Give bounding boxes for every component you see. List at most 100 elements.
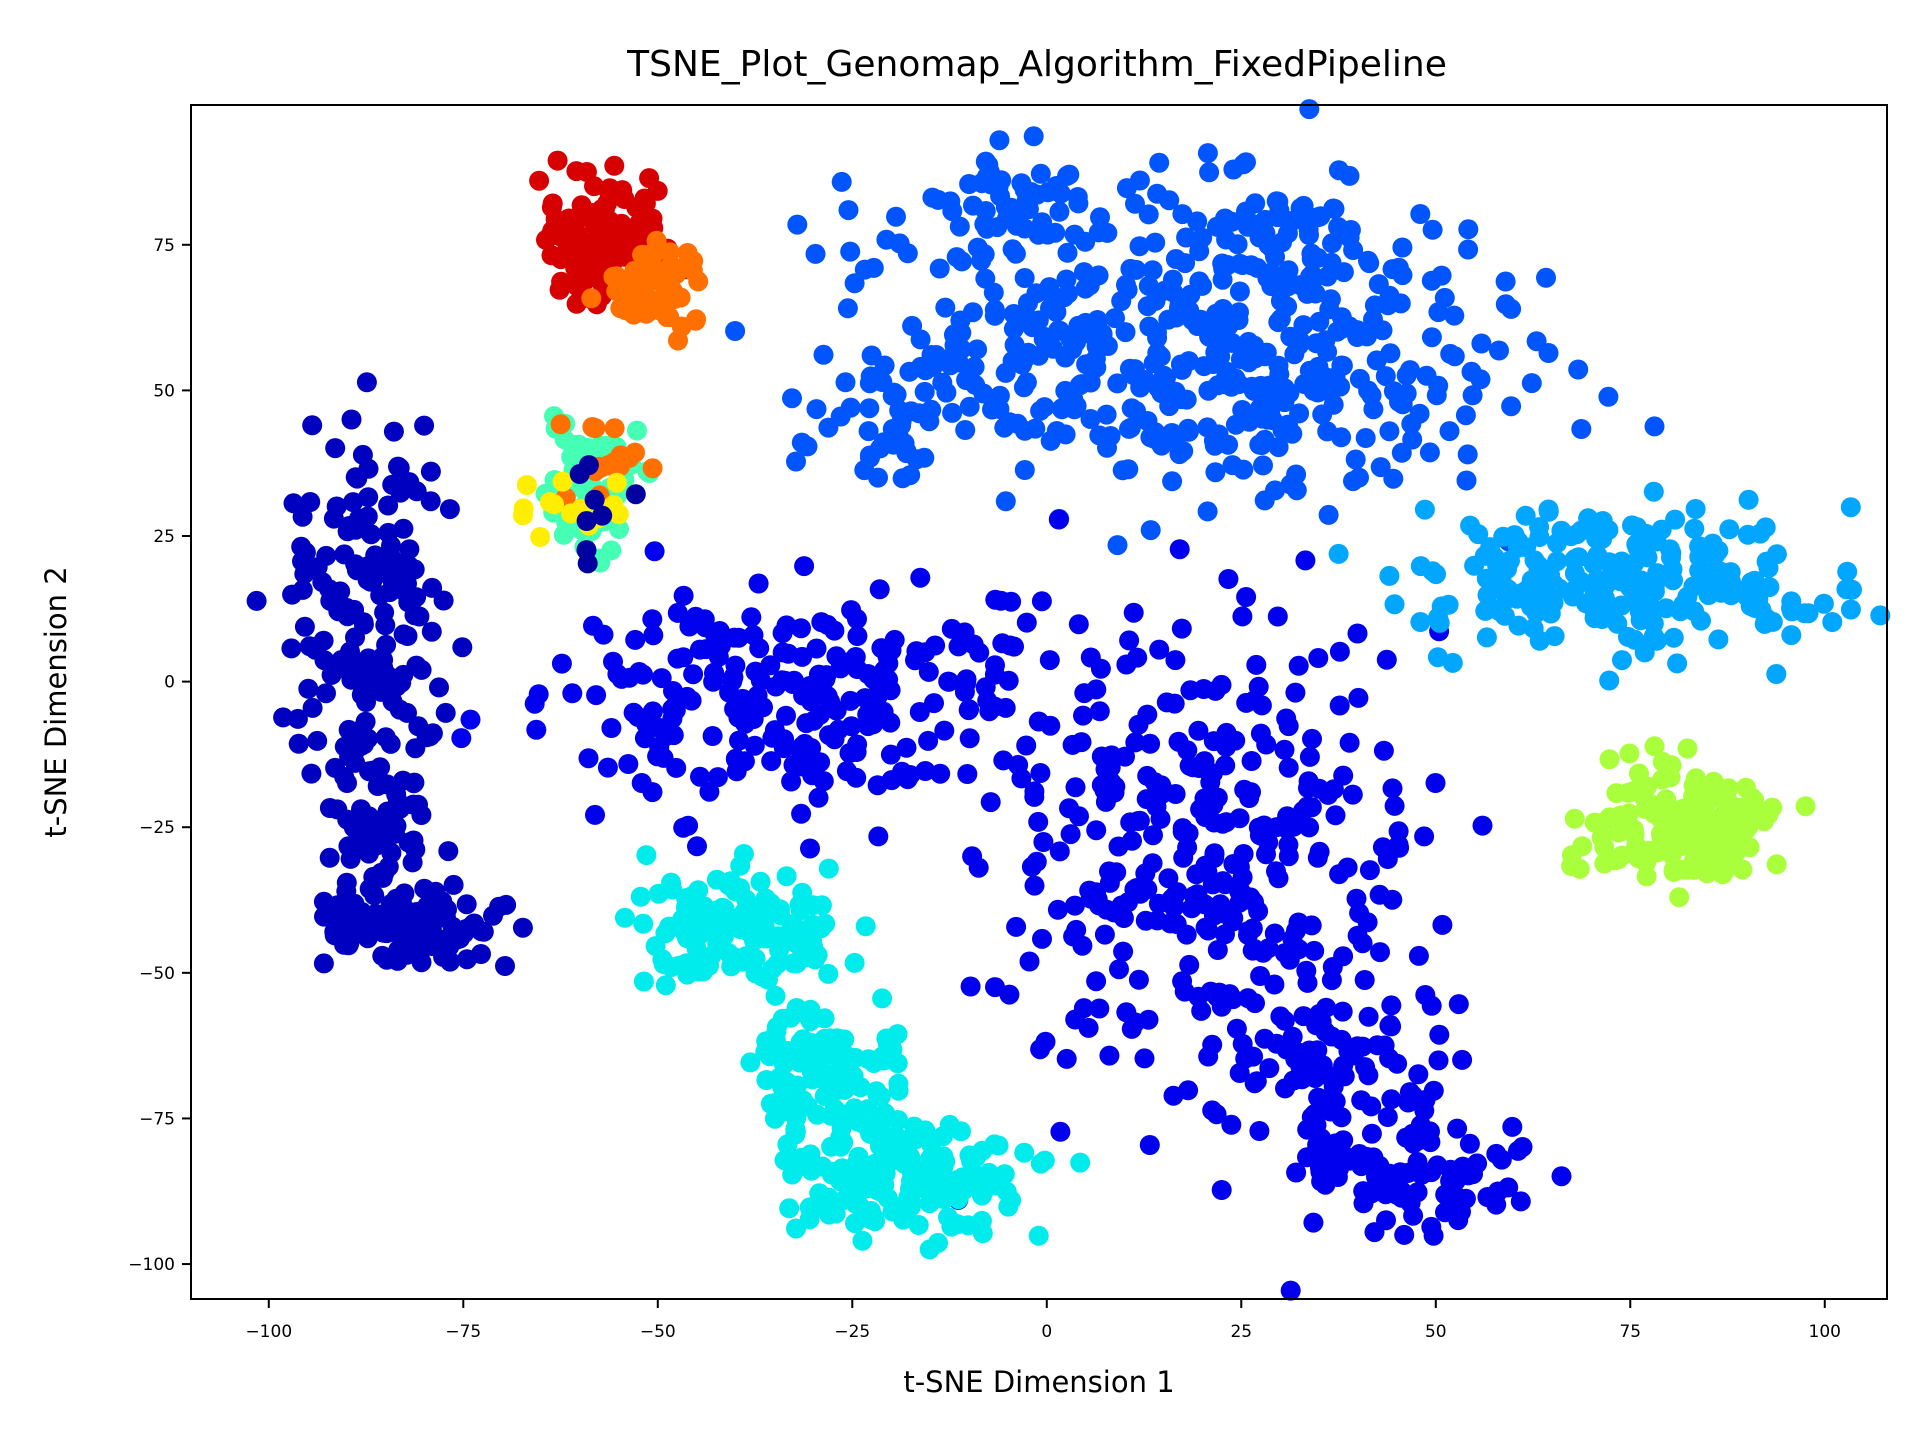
data-point	[1243, 1046, 1264, 1067]
data-point	[1457, 444, 1478, 465]
data-point	[780, 1007, 801, 1028]
data-point	[1444, 305, 1465, 326]
data-point	[776, 866, 797, 887]
data-point	[1264, 923, 1285, 944]
data-point	[1303, 1212, 1324, 1233]
data-point	[1163, 282, 1184, 303]
data-point	[585, 804, 605, 825]
data-point	[619, 228, 640, 249]
data-point	[1429, 1024, 1450, 1045]
data-point	[1599, 670, 1620, 691]
data-point	[1107, 373, 1128, 394]
data-point	[1003, 318, 1024, 339]
data-point	[1382, 889, 1403, 910]
data-point	[1249, 1121, 1270, 1141]
data-point	[1236, 587, 1257, 607]
data-point	[1719, 519, 1740, 540]
data-point	[1426, 385, 1447, 406]
data-point	[906, 641, 927, 662]
data-point	[778, 643, 799, 664]
data-point	[1320, 289, 1341, 310]
data-point	[1381, 1089, 1402, 1110]
data-point	[1222, 911, 1243, 932]
data-point	[1339, 732, 1360, 753]
data-point	[1432, 914, 1453, 935]
data-point	[947, 1170, 968, 1191]
data-point	[689, 639, 710, 660]
data-point	[1538, 499, 1559, 520]
data-points-layer	[246, 99, 1891, 1301]
data-point	[1636, 866, 1657, 887]
data-point	[995, 491, 1016, 512]
data-point	[357, 569, 378, 590]
data-point	[1298, 219, 1319, 240]
data-point	[1458, 219, 1479, 240]
data-point	[702, 726, 723, 746]
data-point	[1202, 763, 1223, 784]
data-point	[858, 1178, 878, 1199]
data-point	[516, 475, 537, 495]
data-point	[1410, 556, 1431, 577]
data-point	[1115, 322, 1136, 343]
data-point	[1066, 395, 1087, 416]
data-point	[569, 464, 590, 484]
data-point	[791, 618, 811, 639]
data-point	[1021, 182, 1041, 202]
data-point	[353, 612, 374, 633]
data-point	[661, 957, 682, 977]
data-point	[611, 668, 632, 689]
data-point	[1644, 581, 1665, 602]
data-point	[1086, 971, 1107, 992]
data-point	[375, 727, 396, 748]
data-point	[767, 954, 788, 975]
data-point	[581, 288, 602, 309]
y-axis-label: t-SNE Dimension 2	[39, 566, 73, 837]
data-point	[1165, 249, 1186, 269]
data-point	[604, 155, 625, 176]
data-point	[471, 944, 491, 964]
data-point	[568, 225, 589, 245]
data-point	[724, 699, 745, 719]
data-point	[947, 1214, 968, 1235]
data-point	[443, 874, 464, 895]
data-point	[712, 897, 733, 918]
data-point	[547, 150, 568, 171]
data-point	[1421, 327, 1442, 348]
data-point	[1050, 1121, 1071, 1142]
data-point	[314, 906, 334, 927]
data-point	[769, 901, 790, 922]
data-point	[314, 650, 335, 671]
data-point	[456, 894, 477, 915]
data-point	[1089, 701, 1110, 722]
data-point	[1644, 736, 1665, 757]
data-point	[861, 345, 882, 366]
data-point	[818, 963, 839, 984]
data-point	[859, 373, 880, 394]
data-point	[1660, 819, 1681, 840]
data-point	[1221, 1114, 1242, 1135]
data-point	[1309, 778, 1330, 799]
data-point	[694, 609, 715, 630]
data-point	[1547, 533, 1567, 554]
data-point	[376, 949, 397, 970]
data-point	[1039, 650, 1060, 671]
data-point	[820, 1086, 841, 1106]
data-point	[1218, 569, 1239, 589]
data-point	[785, 1119, 806, 1140]
data-point	[1652, 751, 1673, 772]
data-point	[1646, 630, 1667, 651]
data-point	[1384, 795, 1405, 816]
data-point	[1094, 924, 1115, 945]
data-point	[1267, 207, 1288, 228]
data-point	[868, 467, 888, 488]
data-point	[1048, 509, 1069, 530]
data-point	[1349, 467, 1369, 488]
data-point	[325, 757, 346, 778]
data-point	[1283, 1070, 1304, 1091]
data-point	[1030, 1153, 1051, 1174]
data-point	[1142, 853, 1163, 874]
data-point	[375, 548, 395, 569]
data-point	[422, 577, 443, 598]
data-point	[1598, 520, 1619, 540]
data-point	[985, 589, 1006, 610]
